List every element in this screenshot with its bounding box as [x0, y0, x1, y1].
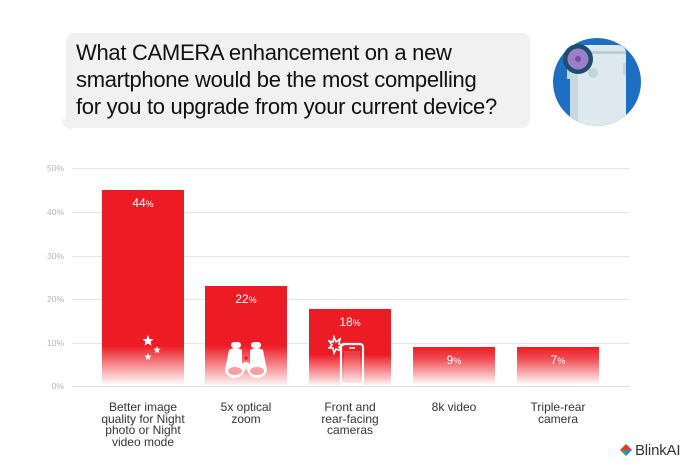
bar-8k-video: 9%	[413, 347, 495, 385]
moon-stars-icon	[129, 333, 161, 375]
bubble-tail	[62, 119, 72, 129]
blinkai-logo: BlinkAI	[620, 441, 680, 459]
bar-value-label: 7%	[550, 353, 566, 367]
gridline-50	[72, 168, 630, 169]
category-label-front-rear-cameras: Front and rear-facing cameras	[321, 400, 379, 437]
binoculars-icon	[225, 342, 267, 379]
question-line-3: for you to upgrade from your current dev…	[76, 94, 497, 119]
bar-night-mode: 44%	[102, 190, 184, 385]
category-label-triple-rear-camera: Triple-rear camera	[530, 400, 586, 426]
category-label-8k-video: 8k video	[431, 400, 477, 414]
question-line-2: smartphone would be the most compelling	[76, 67, 477, 92]
baseline	[72, 386, 630, 387]
gridline-30	[72, 256, 630, 257]
bar-value-label: 18%	[339, 315, 361, 329]
bar-value-label: 44%	[132, 196, 154, 210]
brand-name: BlinkAI	[635, 441, 681, 459]
bar-front-rear-cameras: 18%	[309, 309, 391, 385]
bar-optical-zoom: 22%	[205, 286, 287, 385]
gridline-20	[72, 299, 630, 300]
y-tick-10: 10%	[46, 338, 64, 348]
blinkai-diamond-icon	[620, 444, 632, 456]
gridline-40	[72, 212, 630, 213]
question-bubble: What CAMERA enhancement on a new smartph…	[62, 33, 530, 129]
smartphone-flash-icon	[328, 335, 365, 385]
smartphone-camera-icon	[553, 38, 641, 126]
y-tick-0: 0%	[51, 381, 64, 391]
y-tick-20: 20%	[46, 294, 64, 304]
category-label-optical-zoom: 5x optical zoom	[220, 400, 272, 426]
bar-triple-rear-camera: 7%	[517, 347, 599, 385]
bar-value-label: 9%	[446, 353, 462, 367]
y-tick-50: 50%	[46, 163, 64, 173]
y-tick-40: 40%	[46, 207, 64, 217]
category-label-night-mode: Better image quality for Night photo or …	[101, 400, 185, 449]
question-line-1: What CAMERA enhancement on a new	[76, 40, 452, 65]
y-tick-30: 30%	[46, 251, 64, 261]
bar-value-label: 22%	[235, 292, 257, 306]
